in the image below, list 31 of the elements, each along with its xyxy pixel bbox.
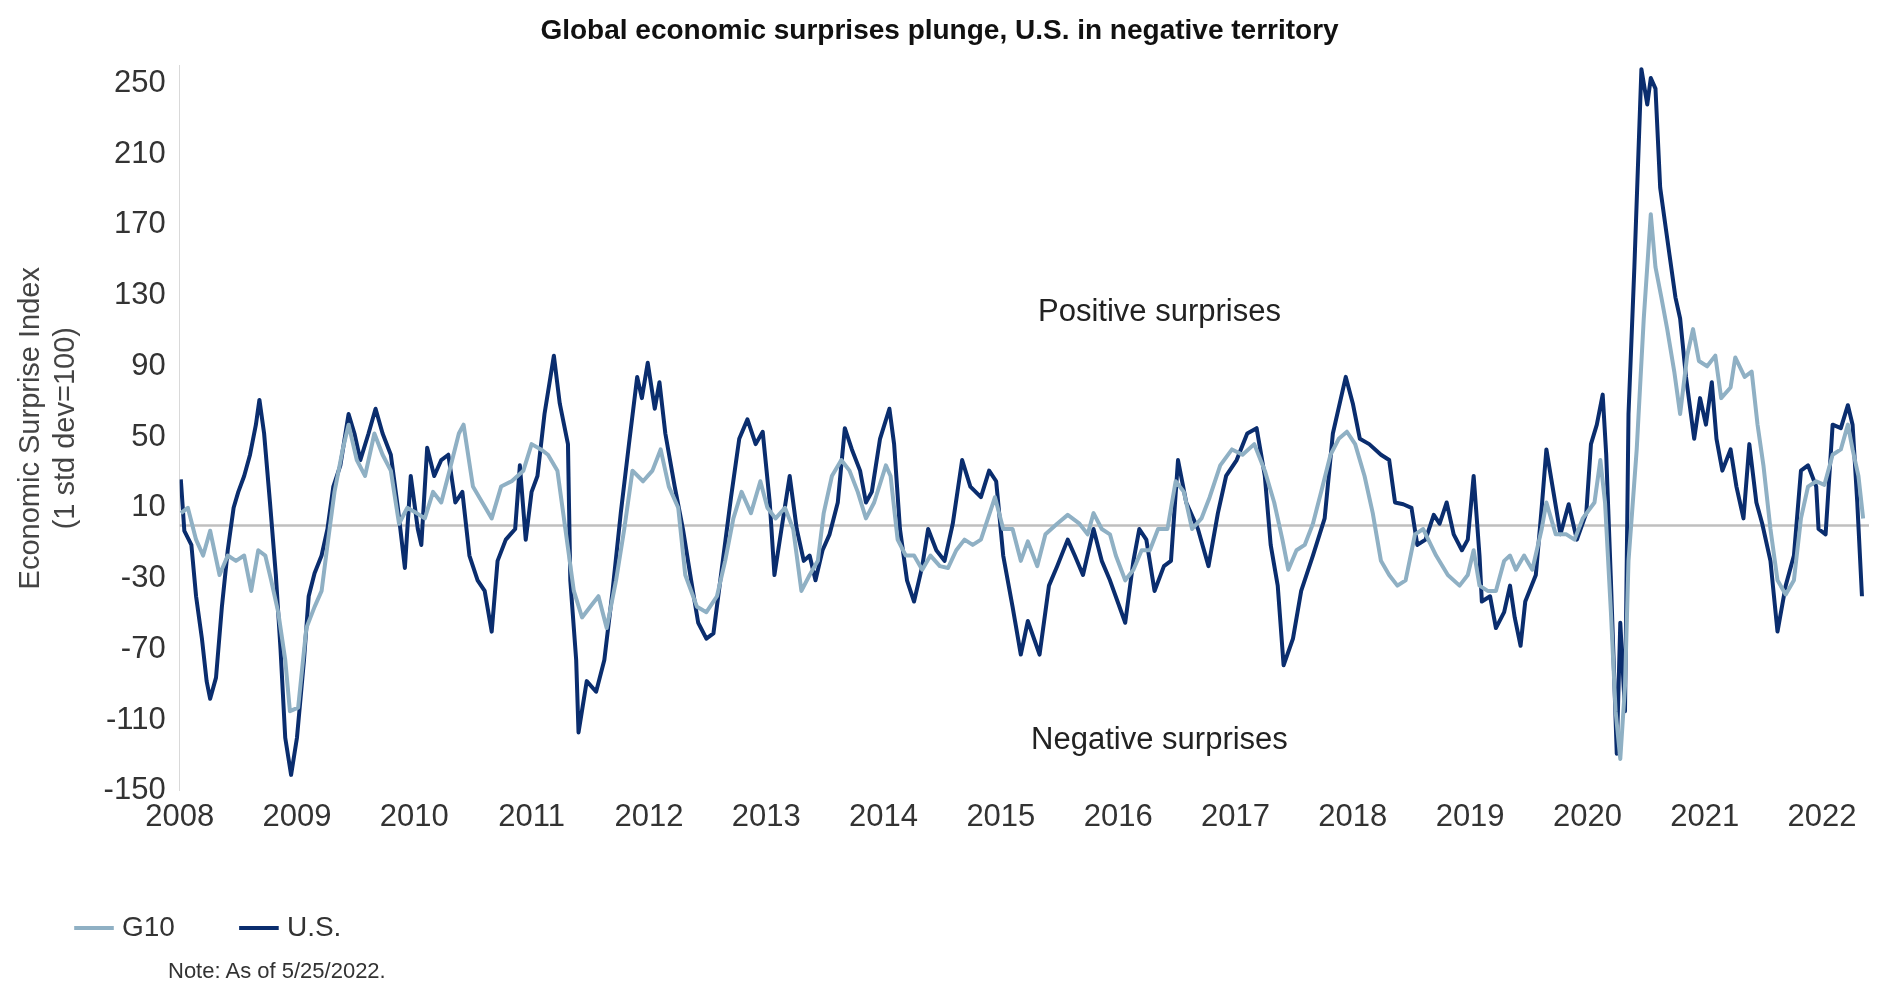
x-tick-label: 2011 [498,797,565,833]
y-tick-label: 170 [113,205,166,241]
legend-label: U.S. [286,910,342,942]
y-axis-title: Economic Surprise Index (1 std dev=100) [13,266,81,590]
x-tick-label: 2016 [1083,797,1153,833]
y-tick-label: 90 [131,346,166,382]
y-tick-label: 210 [113,134,166,170]
y-tick-label: 50 [131,417,166,453]
x-tick-label: 2022 [1787,797,1857,833]
chart-title: Global economic surprises plunge, U.S. in negative territory [540,13,1340,45]
x-tick-label: 2017 [1201,797,1270,833]
x-tick-label: 2014 [849,797,919,833]
y-tick-label: 10 [131,488,166,524]
legend-label: G10 [122,910,175,942]
text: Note: As of 5/25/2022. [168,958,386,984]
x-tick-label: 2013 [731,797,801,833]
annotation: Positive surprises [1038,292,1281,328]
y-tick-label: -70 [120,629,166,665]
x-tick-label: 2010 [379,797,449,833]
x-tick-label: 2009 [262,797,332,833]
y-tick-label: 130 [113,276,166,312]
x-tick-label: 2012 [614,797,684,833]
x-tick-label: 2015 [966,797,1036,833]
y-tick-label: 250 [113,63,166,99]
x-tick-label: 2018 [1318,797,1388,833]
x-tick-label: 2019 [1435,797,1505,833]
y-tick-label: -30 [120,559,166,595]
x-tick-label: 2020 [1552,797,1622,833]
y-tick-label: -110 [105,700,166,736]
annotation: Negative surprises [1031,720,1288,756]
x-tick-label: 2021 [1670,797,1740,833]
